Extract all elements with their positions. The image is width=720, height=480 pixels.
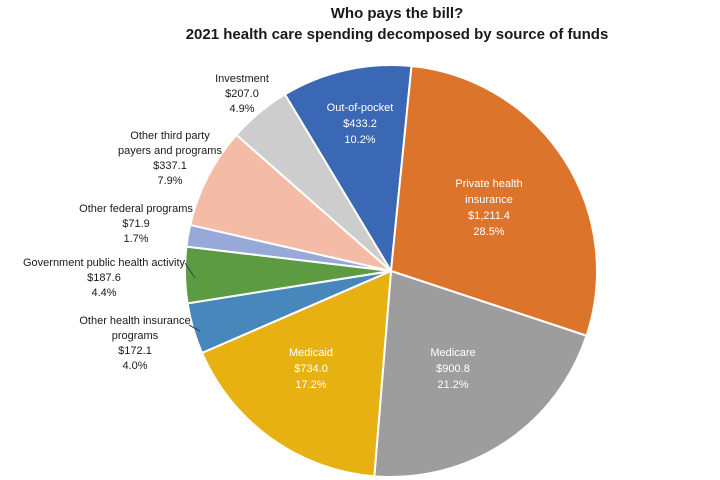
chart-title-line1: Who pays the bill? [330, 5, 464, 22]
pie-slice-medicare [373, 270, 588, 478]
pie-slice-other-third-party-payers-and-programs [189, 133, 392, 272]
chart-title: Who pays the bill? 2021 health care spen… [186, 3, 609, 45]
leader-line-other-health-insurance-programs [188, 324, 201, 332]
chart-title-line2: 2021 health care spending decomposed by … [185, 26, 609, 43]
leader-line-government-public-health-activity [184, 262, 196, 279]
pie-slice-private-health-insurance [390, 65, 598, 337]
pie-slice-medicaid [201, 270, 392, 478]
pie-slice-out-of-pocket [283, 64, 413, 272]
pie-slice-investment [235, 93, 392, 272]
